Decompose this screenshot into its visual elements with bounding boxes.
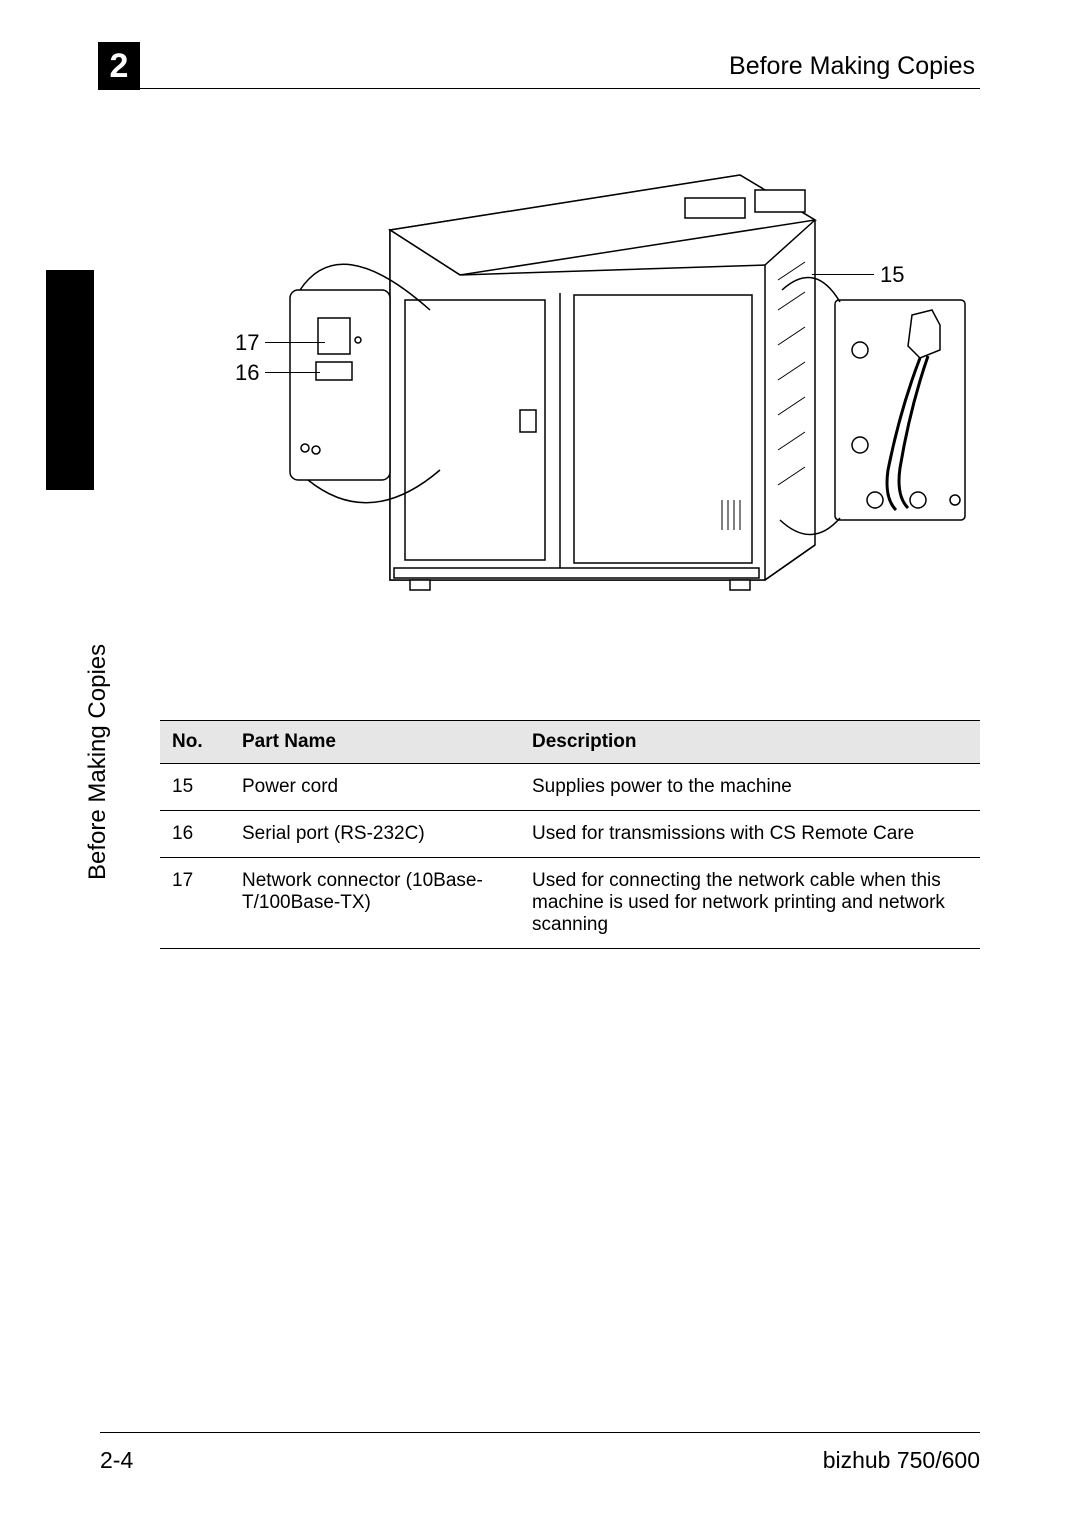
header-rule: [98, 88, 980, 89]
col-no: No.: [160, 721, 230, 764]
callout-line-17: [265, 342, 325, 343]
page-footer: 2-4 bizhub 750/600: [100, 1432, 980, 1474]
callout-15: 15: [880, 262, 904, 288]
cell-desc: Used for transmissions with CS Remote Ca…: [520, 811, 980, 858]
col-desc: Description: [520, 721, 980, 764]
parts-table: No. Part Name Description 15 Power cord …: [160, 720, 980, 949]
callout-16: 16: [235, 360, 259, 386]
side-tab-text: Before Making Copies Chapter 2: [84, 492, 112, 880]
cell-no: 15: [160, 764, 230, 811]
cell-no: 17: [160, 858, 230, 949]
callout-line-16: [265, 372, 320, 373]
cell-desc: Supplies power to the machine: [520, 764, 980, 811]
table-row: 16 Serial port (RS-232C) Used for transm…: [160, 811, 980, 858]
cell-name: Power cord: [230, 764, 520, 811]
cell-desc: Used for connecting the network cable wh…: [520, 858, 980, 949]
cell-name: Serial port (RS-232C): [230, 811, 520, 858]
cell-name: Network connector (10Base-T/100Base-TX): [230, 858, 520, 949]
parts-table-head: No. Part Name Description: [160, 721, 980, 764]
table-row: 15 Power cord Supplies power to the mach…: [160, 764, 980, 811]
footer-model: bizhub 750/600: [823, 1447, 980, 1474]
cell-no: 16: [160, 811, 230, 858]
chapter-number-badge: 2: [98, 42, 140, 90]
table-row: 17 Network connector (10Base-T/100Base-T…: [160, 858, 980, 949]
footer-page-number: 2-4: [100, 1447, 133, 1474]
parts-table-wrap: No. Part Name Description 15 Power cord …: [160, 720, 980, 949]
manual-page: 2 Before Making Copies Before Making Cop…: [0, 0, 1080, 1529]
copier-svg: [260, 150, 980, 640]
copier-rear-diagram: 17 16 15: [260, 150, 980, 640]
callout-line-15: [812, 274, 874, 275]
callout-17: 17: [235, 330, 259, 356]
page-header-title: Before Making Copies: [729, 52, 975, 81]
col-name: Part Name: [230, 721, 520, 764]
side-tab-chapter: Chapter 2: [84, 492, 111, 597]
side-tab-section: Before Making Copies: [84, 604, 111, 880]
side-tab-black: [46, 270, 94, 490]
